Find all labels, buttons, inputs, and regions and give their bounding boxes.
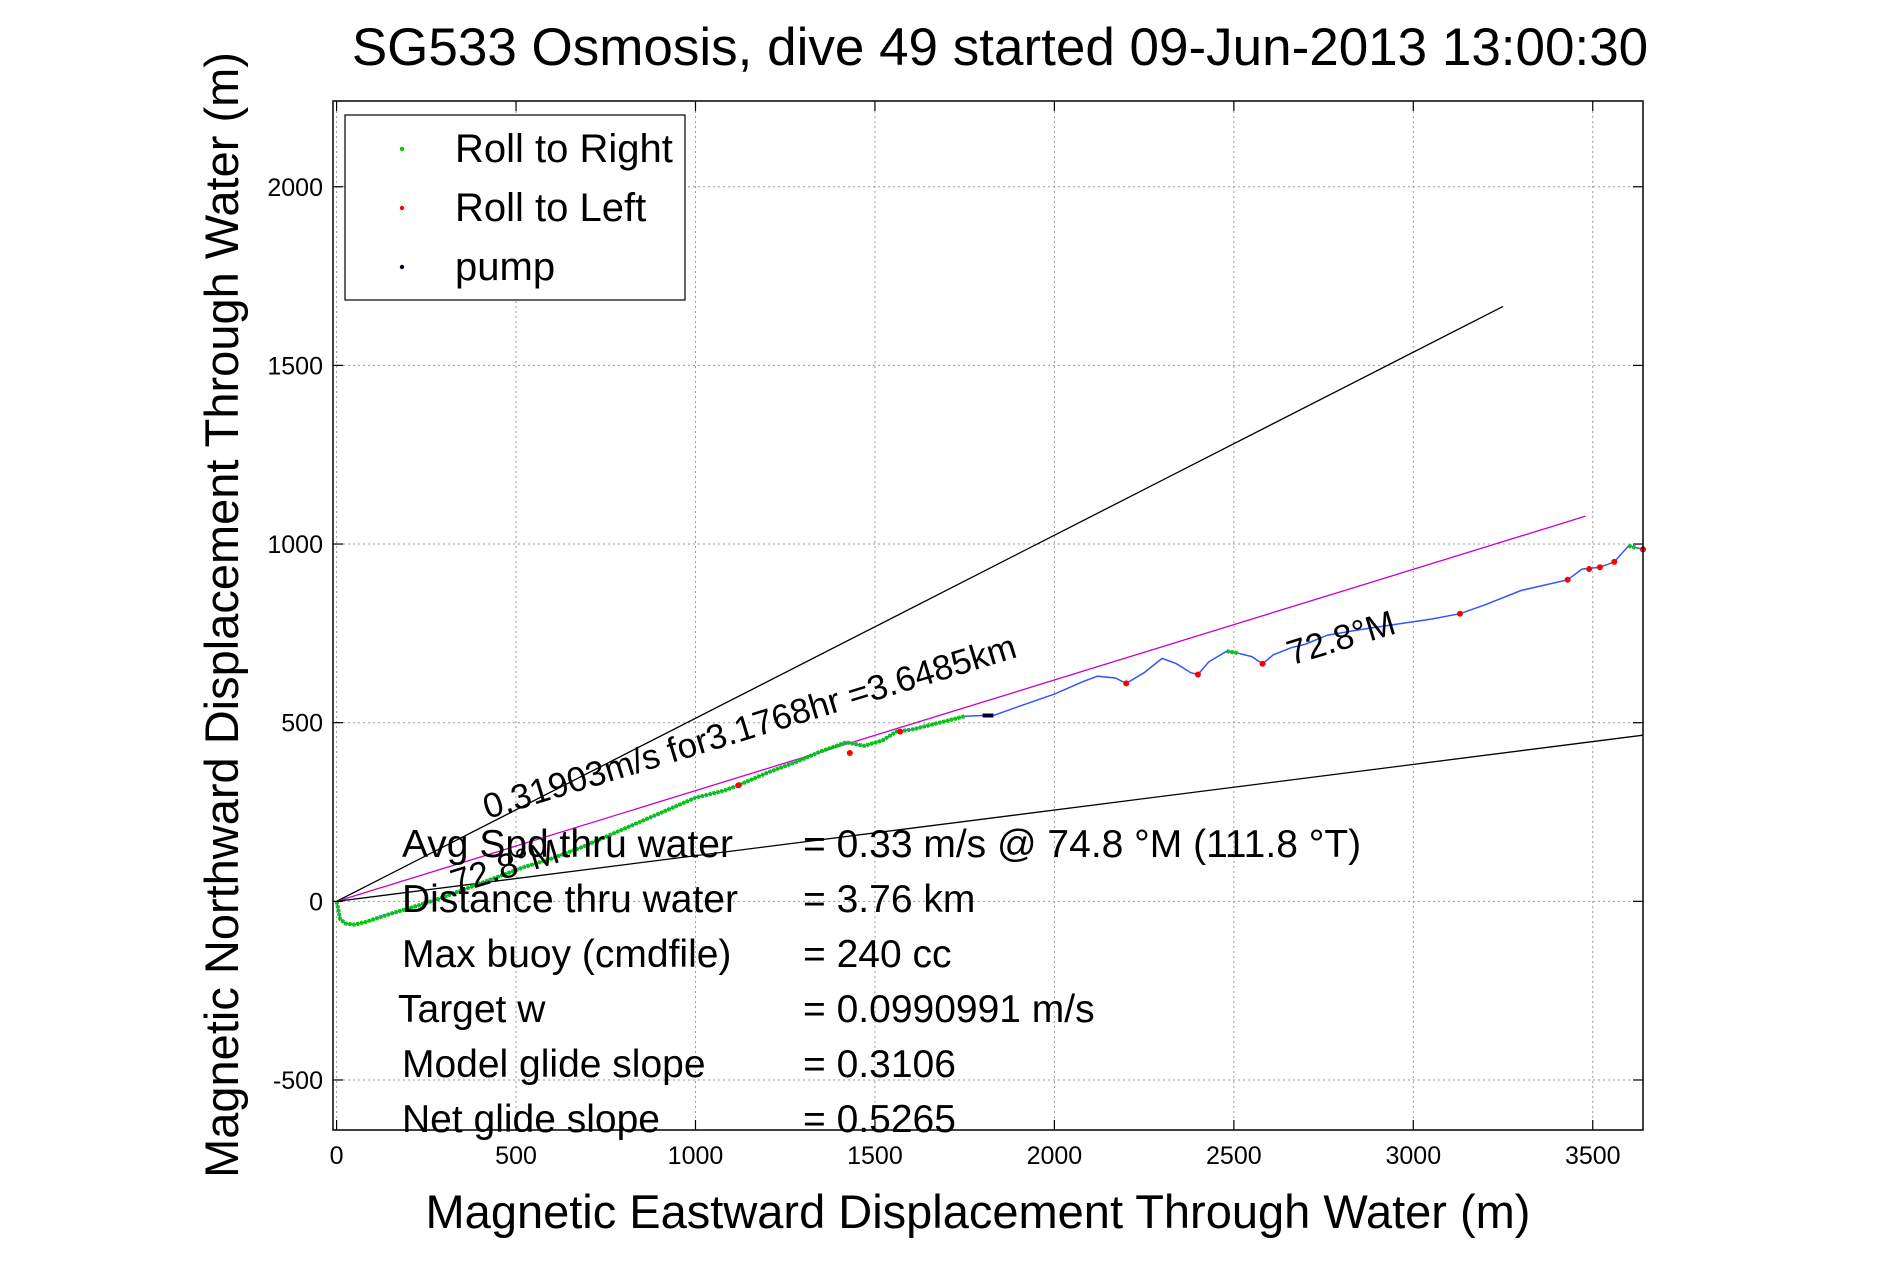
y-tick-label: 0 [309, 888, 323, 916]
roll-to-left-point [897, 728, 904, 735]
info-label: Target w [398, 988, 546, 1031]
legend: Roll to Right Roll to Left pump [344, 114, 686, 301]
x-axis-label: Magnetic Eastward Displacement Through W… [426, 1185, 1531, 1238]
x-tick-label: 3500 [1565, 1142, 1621, 1170]
x-tick-label: 3000 [1385, 1142, 1441, 1170]
y-tick-label: 1500 [267, 352, 323, 380]
roll-to-left-point [1456, 610, 1463, 617]
info-value: = 0.0990991 m/s [803, 988, 1095, 1031]
chart-title: SG533 Osmosis, dive 49 started 09-Jun-20… [352, 18, 1648, 77]
x-tick-label: 500 [495, 1142, 537, 1170]
info-label: Distance thru water [402, 878, 738, 921]
legend-label: Roll to Right [455, 127, 673, 171]
roll-to-left-point [1123, 680, 1130, 687]
legend-marker [399, 264, 405, 270]
reference-line [336, 305, 1504, 902]
y-axis-label: Magnetic Northward Displacement Through … [195, 52, 248, 1178]
roll-to-left-point [735, 782, 742, 789]
roll-to-left-point [1586, 566, 1593, 573]
axis-ticks: 0 500 1000 1500 2000 2500 3000 3500 -500 0 500 1000… [267, 101, 1643, 1170]
roll-to-right-segment [1226, 649, 1238, 655]
y-tick-label: 500 [281, 710, 323, 738]
legend-marker [399, 146, 405, 152]
x-tick-label: 2000 [1027, 1142, 1083, 1170]
legend-label: pump [455, 245, 555, 289]
roll-to-left-point [1564, 576, 1571, 583]
y-tick-label: 2000 [267, 174, 323, 202]
info-value: = 0.33 m/s @ 74.8 °M (111.8 °T) [803, 823, 1361, 866]
x-tick-label: 0 [330, 1142, 344, 1170]
info-block: Avg Spd thru water = 0.33 m/s @ 74.8 °M (… [398, 823, 1361, 1141]
y-tick-label: -500 [273, 1067, 323, 1095]
reference-lines [336, 305, 1644, 902]
y-tick-label: 1000 [267, 531, 323, 559]
reference-line [336, 515, 1586, 902]
legend-items: Roll to Right Roll to Left pump [399, 127, 673, 289]
legend-label: Roll to Left [455, 186, 646, 230]
legend-marker [399, 205, 405, 211]
info-label: Avg Spd thru water [402, 823, 733, 866]
info-value: = 0.3106 [803, 1043, 956, 1086]
x-tick-label: 1500 [847, 1142, 903, 1170]
info-label: Max buoy (cmdfile) [402, 933, 731, 976]
roll-to-left-point [1259, 660, 1266, 667]
roll-to-right-segment [1628, 543, 1637, 550]
info-label: Net glide slope [402, 1098, 660, 1141]
roll-to-left-point [1611, 558, 1618, 565]
roll-to-left-point [846, 750, 853, 757]
plot-border [332, 100, 1644, 1131]
info-value: = 240 cc [803, 933, 952, 976]
roll-to-left-point [1596, 564, 1603, 571]
grid-lines [333, 101, 1643, 1130]
trajectory [334, 543, 1646, 927]
info-value: = 3.76 km [803, 878, 975, 921]
x-tick-label: 2500 [1206, 1142, 1262, 1170]
x-tick-label: 1000 [668, 1142, 724, 1170]
info-value: = 0.5265 [803, 1098, 956, 1141]
roll-to-left-point [1194, 671, 1201, 678]
info-label: Model glide slope [402, 1043, 706, 1086]
roll-to-right-segment [334, 714, 966, 927]
reference-line [336, 734, 1644, 902]
